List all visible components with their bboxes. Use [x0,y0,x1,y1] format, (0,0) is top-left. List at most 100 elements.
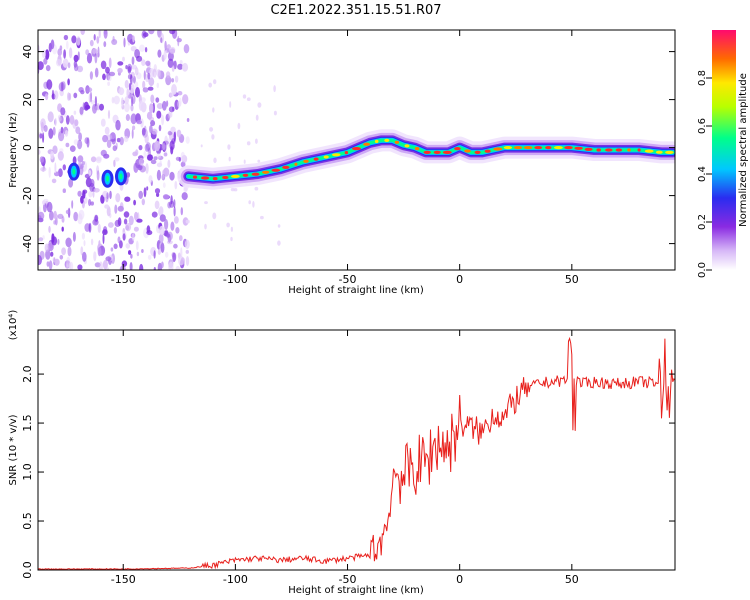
noise-speckle [165,71,171,79]
noise-speckle [59,254,64,260]
noise-speckle [146,225,151,234]
noise-speckle [180,207,183,216]
noise-speckle [171,65,175,72]
noise-speckle [103,41,107,48]
noise-speckle [119,136,124,146]
noise-speckle [162,182,166,188]
noise-speckle [97,223,101,233]
noise-speckle [246,97,251,101]
noise-speckle [107,81,110,87]
noise-speckle [173,199,176,208]
noise-speckle [144,47,148,53]
noise-speckle [138,145,143,151]
noise-speckle [98,261,103,270]
noise-speckle [161,169,168,177]
ridge-hotspot [596,148,601,152]
noise-speckle [156,110,162,119]
noise-speckle [47,111,54,123]
noise-speckle [94,67,99,78]
noise-speckle [61,247,66,256]
ridge-hotspot [313,157,319,161]
noise-speckle [153,250,156,259]
noise-speckle [72,119,77,129]
ridge-hotspot [513,146,523,150]
noise-speckle [106,267,110,270]
noise-speckle [160,37,163,43]
noise-speckle [48,166,51,178]
noise-speckle [38,211,45,220]
noise-speckle [90,156,97,163]
noise-speckle [212,107,215,113]
noise-speckle [129,262,133,270]
noise-speckle [38,149,41,155]
noise-speckle [77,190,82,197]
noise-speckle [148,175,153,184]
noise-speckle [56,59,62,67]
noise-speckle [124,128,131,139]
noise-speckle [113,95,120,105]
ridge-hotspot [282,165,290,169]
noise-speckle [102,134,109,143]
noise-speckle [177,35,180,47]
noise-speckle [110,247,114,252]
noise-speckle [172,252,177,263]
noise-speckle [93,34,96,41]
noise-speckle [134,49,141,59]
ridge-hotspot [231,174,240,178]
noise-speckle [142,87,149,93]
noise-speckle [117,61,124,66]
noise-speckle [128,83,132,91]
noise-speckle [68,92,72,101]
noise-speckle [98,240,101,249]
noise-speckle [136,218,143,223]
noise-speckle [67,78,70,86]
noise-speckle [61,217,65,223]
noise-speckle [273,85,276,93]
noise-speckle [54,162,57,174]
ridge-hotspot [644,149,654,153]
noise-speckle [185,249,189,254]
noise-speckle [108,57,112,69]
noise-speckle [168,261,174,270]
noise-speckle [179,60,183,65]
noise-speckle [151,211,158,218]
y-tick-label: 1.0 [21,463,34,481]
noise-speckle [243,159,246,164]
noise-speckle [41,49,47,59]
noise-speckle [177,91,183,96]
noise-speckle [62,58,69,68]
noise-speckle [230,226,233,232]
noise-speckle [148,77,155,87]
noise-speckle [186,118,190,122]
noise-speckle [212,212,217,220]
noise-speckle [170,112,173,118]
noise-speckle [88,191,93,198]
noise-speckle [80,90,85,95]
y-tick-label: 0.5 [21,512,34,530]
noise-speckle [254,186,259,191]
noise-speckle [167,112,172,119]
noise-speckle [78,209,85,220]
noise-speckle [82,251,87,262]
noise-speckle [182,94,189,105]
noise-speckle [153,156,158,161]
noise-speckle [65,115,70,125]
ridge-hotspot [574,146,583,150]
noise-speckle [43,58,48,65]
x-tick-label: -50 [339,573,357,586]
noise-speckle [53,220,56,225]
noise-speckle [237,122,241,130]
noise-speckle [170,195,173,205]
noise-speckle [163,144,167,152]
noise-speckle [131,56,135,65]
noise-speckle [170,126,176,133]
noise-speckle [230,236,233,242]
noise-speckle [102,229,108,236]
noise-speckle [117,205,124,212]
noise-speckle [65,262,69,270]
noise-speckle [173,206,176,217]
colorbar-tick-label: 0.2 [697,214,708,230]
noise-speckle [38,217,44,223]
noise-speckle [132,125,136,131]
ridge-hotspot [503,146,512,150]
